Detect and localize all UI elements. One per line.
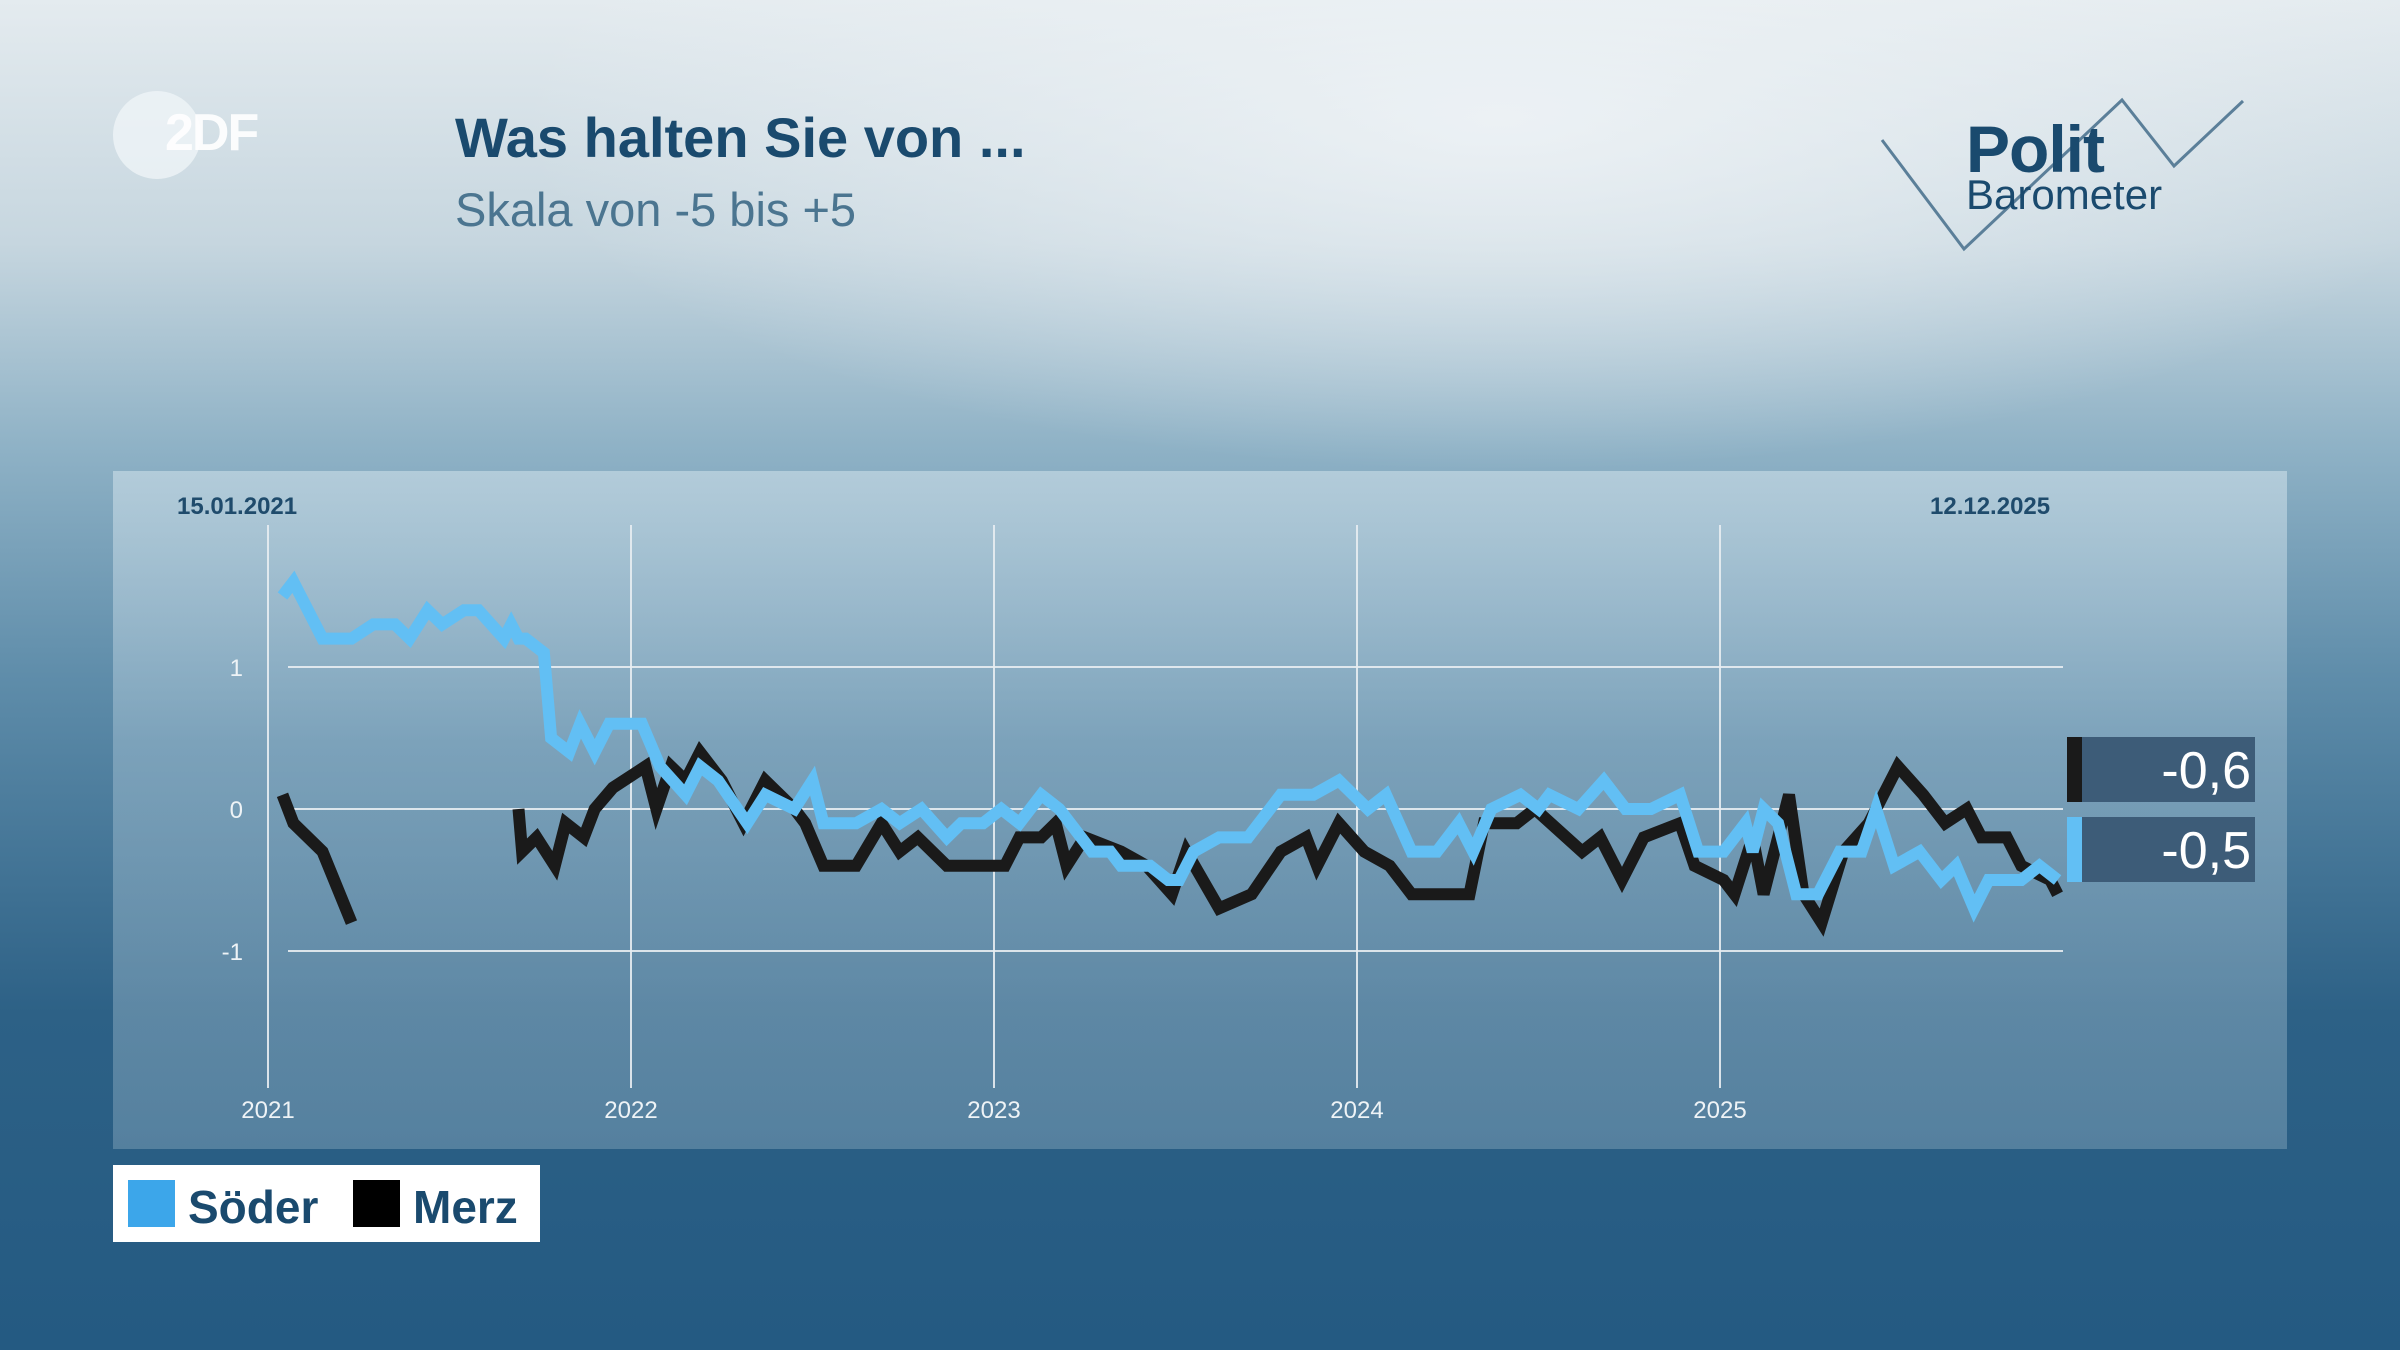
zdf-logo-circle-icon: [113, 91, 201, 179]
legend-swatch-merz-icon: [353, 1180, 400, 1227]
x-tick-label: 2022: [604, 1097, 657, 1124]
end-date-label: 12.12.2025: [1930, 493, 2051, 520]
merz-color-bar: [2067, 737, 2082, 802]
merz-line: [512, 741, 2063, 937]
y-tick-label: 1: [230, 655, 243, 682]
y-tick-label: -1: [222, 939, 243, 966]
politbarometer-logo: Polit Barometer: [1880, 95, 2250, 255]
legend-label-soeder: Söder: [188, 1181, 319, 1233]
soeder-color-bar: [2067, 817, 2082, 882]
chart-subtitle: Skala von -5 bis +5: [455, 183, 857, 236]
x-tick-label: 2021: [241, 1097, 294, 1124]
y-tick-label: 0: [230, 797, 243, 824]
soeder-end-value: -0,5: [2161, 822, 2251, 880]
politbarometer-logo-line1: Polit: [1966, 111, 2105, 187]
x-tick-label: 2023: [967, 1097, 1020, 1124]
soeder-end-value-box: -0,5: [2067, 817, 2255, 882]
pb-polit-text: Polit: [1966, 112, 2105, 186]
merz-end-value: -0,6: [2161, 742, 2251, 800]
chart-title: Was halten Sie von ...: [455, 106, 1026, 169]
politbarometer-logo-line2: Barometer: [1966, 171, 2163, 218]
x-tick-label: 2025: [1693, 1097, 1746, 1124]
legend-swatch-soeder-icon: [128, 1180, 175, 1227]
zdf-logo: 2DF: [113, 91, 283, 181]
soeder-line: [277, 570, 2062, 923]
chart-legend: Söder Merz: [113, 1165, 540, 1242]
start-date-label: 15.01.2021: [177, 493, 298, 520]
politbarometer-zigzag-icon: [1880, 97, 2245, 252]
x-tick-label: 2024: [1330, 1097, 1383, 1124]
zdf-logo-text: 2DF: [165, 104, 259, 162]
legend-label-merz: Merz: [413, 1181, 518, 1233]
merz-line: [276, 792, 358, 925]
merz-end-value-box: -0,6: [2067, 737, 2255, 802]
